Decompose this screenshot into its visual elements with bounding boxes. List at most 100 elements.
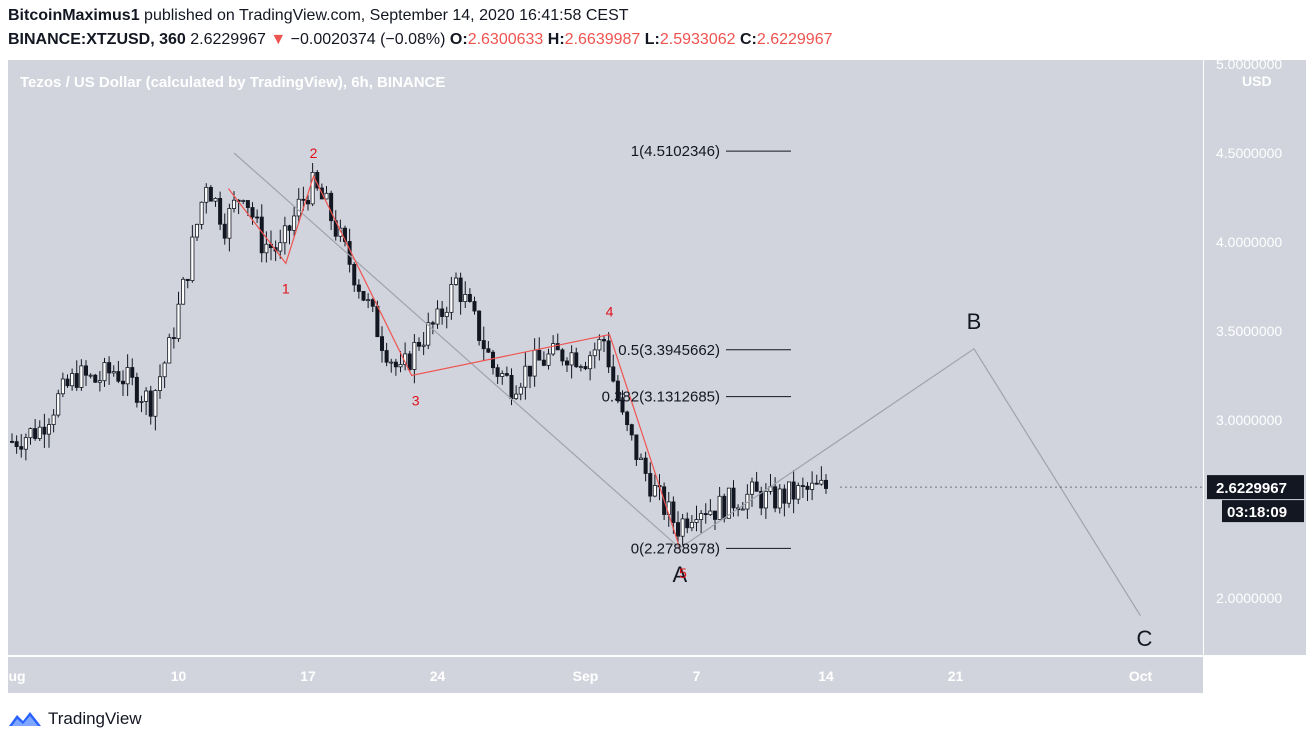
candle-body <box>537 349 542 361</box>
candle-body <box>680 518 685 537</box>
price-axis[interactable] <box>1203 60 1306 655</box>
candle-body <box>204 186 209 203</box>
candle-body <box>37 426 42 439</box>
countdown-badge: 03:18:09 <box>1227 504 1287 521</box>
candle-body <box>671 501 676 523</box>
x-tick-label: Sep <box>573 668 599 684</box>
candle-body <box>324 192 329 200</box>
candle-body <box>329 192 334 222</box>
candle-body <box>148 390 153 417</box>
tradingview-logo-icon <box>9 712 41 726</box>
fib-level-label: 1(4.5102346) <box>631 143 720 160</box>
candle-body <box>310 172 315 205</box>
candle-body <box>787 481 792 504</box>
axis-divider-vertical <box>1203 60 1204 693</box>
fib-level-label: 0.382(3.1312685) <box>602 389 720 406</box>
candle-body <box>435 308 440 325</box>
author-name[interactable]: BitcoinMaximus1 <box>8 7 140 24</box>
candle-body <box>176 303 181 340</box>
abc-wave-label: C <box>1137 626 1153 651</box>
candle-body <box>588 355 593 370</box>
candle-body <box>74 373 79 388</box>
candle-body <box>366 299 371 302</box>
x-tick-label: 10 <box>171 668 187 684</box>
candle-body <box>213 198 218 202</box>
candle-body <box>356 284 361 292</box>
candle-body <box>634 434 639 460</box>
candle-body <box>703 513 708 516</box>
candle-body <box>65 378 70 387</box>
candle-body <box>685 518 690 529</box>
time-axis[interactable] <box>8 655 1203 693</box>
x-tick-label: Oct <box>1129 668 1153 684</box>
candle-body <box>23 437 28 450</box>
candle-body <box>88 374 93 377</box>
candle-body <box>800 485 805 487</box>
candle-body <box>370 299 375 307</box>
high-label: H: <box>547 31 565 48</box>
candle-body <box>518 386 523 395</box>
tradingview-footer[interactable]: TradingView <box>8 708 142 730</box>
candle-body <box>796 485 801 500</box>
chart-plot-area[interactable] <box>8 60 1203 655</box>
impulse-wave-label: 4 <box>606 304 614 320</box>
candle-body <box>282 225 287 244</box>
symbol-ohlc-line: BINANCE:XTZUSD, 360 2.6229967 ▼ −0.00203… <box>8 31 833 49</box>
chart-symbol-label: Tezos / US Dollar (calculated by Trading… <box>20 74 446 91</box>
x-tick-label: 17 <box>300 668 316 684</box>
candle-body <box>171 337 176 340</box>
candle-body <box>708 510 713 516</box>
abc-wave-label: A <box>673 562 688 587</box>
candle-body <box>218 198 223 225</box>
candle-body <box>759 490 764 509</box>
candle-body <box>574 352 579 368</box>
candle-body <box>805 485 810 490</box>
candle-body <box>208 186 213 202</box>
symbol-name: BINANCE:XTZUSD, 360 <box>8 31 186 48</box>
candle-body <box>565 360 570 366</box>
candle-body <box>777 488 782 509</box>
candle-body <box>722 495 727 519</box>
candle-body <box>611 366 616 382</box>
candle-body <box>754 481 759 492</box>
candle-body <box>421 344 426 347</box>
publish-info: BitcoinMaximus1 published on TradingView… <box>8 7 629 25</box>
candle-body <box>305 199 310 205</box>
candle-body <box>250 207 255 218</box>
candle-body <box>379 336 384 351</box>
candle-body <box>292 215 297 231</box>
candle-body <box>500 373 505 377</box>
price-badge-bg <box>1207 475 1304 500</box>
axis-divider-horizontal <box>8 655 1306 657</box>
candle-body <box>139 401 144 403</box>
candle-body <box>481 340 486 350</box>
candle-body <box>107 362 112 374</box>
low-label: L: <box>644 31 660 48</box>
candle-body <box>639 457 644 460</box>
candle-body <box>648 473 653 497</box>
price-change: −0.0020374 (−0.08%) <box>290 31 446 48</box>
candle-body <box>42 426 47 435</box>
candle-body <box>264 243 269 254</box>
candle-body <box>278 242 283 252</box>
candle-body <box>689 522 694 529</box>
candle-body <box>430 322 435 325</box>
candle-body <box>70 373 75 387</box>
candle-body <box>782 488 787 504</box>
candle-body <box>222 223 227 239</box>
candle-body <box>486 348 491 353</box>
candle-body <box>453 277 458 285</box>
candle-body <box>190 236 195 282</box>
candle-body <box>384 350 389 363</box>
candle-body <box>495 367 500 377</box>
candle-body <box>523 365 528 388</box>
candle-body <box>740 508 745 511</box>
candle-body <box>449 284 454 313</box>
candle-body <box>134 376 139 403</box>
candle-body <box>532 349 537 377</box>
candle-body <box>9 440 14 443</box>
candle-body <box>255 216 260 219</box>
candle-body <box>528 365 533 377</box>
candle-body <box>301 198 306 201</box>
